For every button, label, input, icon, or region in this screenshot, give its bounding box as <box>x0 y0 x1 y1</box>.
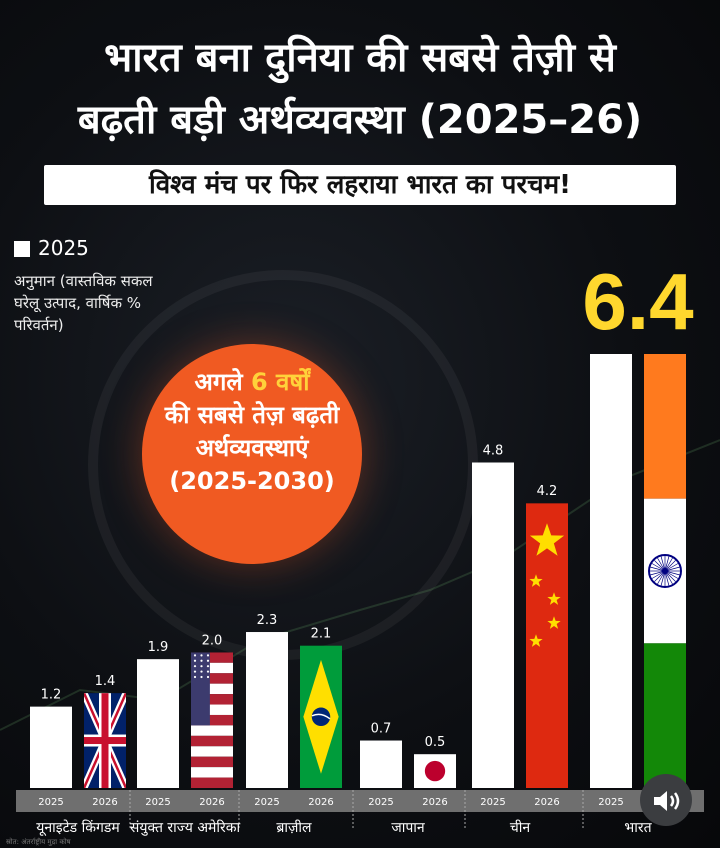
china-value-2025: 4.8 <box>483 444 504 459</box>
china-value-2026: 4.2 <box>537 484 558 499</box>
legend-swatch <box>14 241 30 257</box>
china-flag-icon <box>526 503 568 788</box>
uk-bar-2025 <box>30 706 72 788</box>
japan-flag-icon <box>414 754 456 788</box>
uk-year-label-2025: 2025 <box>38 797 63 808</box>
legend-description: अनुमान (वास्तविक सकल घरेलू उत्पाद, वार्ष… <box>14 272 153 334</box>
usa-year-label-2026: 2026 <box>199 797 224 808</box>
subtitle-banner: विश्व मंच पर फिर लहराया भारत का परचम! <box>44 165 676 205</box>
brazil-country-label: ब्राज़ील <box>276 820 312 836</box>
uk-flag-icon <box>84 693 126 788</box>
japan-country-label: जापान <box>391 820 425 836</box>
japan-value-2025: 0.7 <box>371 722 392 737</box>
usa-flag-icon <box>191 652 233 788</box>
usa-value-2025: 1.9 <box>148 640 169 655</box>
india-bar-2025 <box>590 354 632 788</box>
title-line-1: भारत बना दुनिया की सबसे तेज़ी से <box>104 35 616 81</box>
usa-country-label: संयुक्त राज्य अमेरिका <box>129 820 241 836</box>
highlight-line4: (2025-2030) <box>169 467 335 495</box>
india-flag-icon <box>644 354 686 788</box>
highlight-line1-pre: अगले <box>194 368 251 396</box>
legend-year: 2025 <box>38 236 89 260</box>
brazil-value-2026: 2.1 <box>311 627 332 642</box>
uk-year-label-2026: 2026 <box>92 797 117 808</box>
highlight-text: अगले 6 वर्षों की सबसे तेज़ बढ़ती अर्थव्य… <box>142 366 362 498</box>
uk-value-2025: 1.2 <box>41 688 62 703</box>
source-note: स्रोत: अंतर्राष्ट्रीय मुद्रा कोष <box>6 838 71 846</box>
usa-bar-2025 <box>137 659 179 788</box>
china-bar-2025 <box>472 462 514 788</box>
japan-value-2026: 0.5 <box>425 735 446 750</box>
india-country-label: भारत <box>624 820 652 836</box>
china-country-label: चीन <box>509 820 531 836</box>
china-year-label-2026: 2026 <box>534 797 559 808</box>
highlight-circle: अगले 6 वर्षों की सबसे तेज़ बढ़ती अर्थव्य… <box>142 344 362 564</box>
china-year-label-2025: 2025 <box>480 797 505 808</box>
brazil-value-2025: 2.3 <box>257 613 278 628</box>
uk-country-label: यूनाइटेड किंगडम <box>36 820 120 836</box>
title-line-2: बढ़ती बड़ी अर्थव्यवस्था (2025–26) <box>77 97 643 143</box>
japan-bar-2025 <box>360 740 402 788</box>
brazil-flag-icon <box>300 645 342 788</box>
usa-year-label-2025: 2025 <box>145 797 170 808</box>
year-axis-strip <box>16 790 704 812</box>
india-year-label-2025: 2025 <box>598 797 623 808</box>
brazil-year-label-2026: 2026 <box>308 797 333 808</box>
india-growth-value: 6.4 <box>582 257 694 346</box>
uk-value-2026: 1.4 <box>95 674 116 689</box>
japan-year-label-2026: 2026 <box>422 797 447 808</box>
japan-year-label-2025: 2025 <box>368 797 393 808</box>
brazil-year-label-2025: 2025 <box>254 797 279 808</box>
highlight-line1-accent: 6 वर्षों <box>250 368 310 396</box>
usa-value-2026: 2.0 <box>202 633 223 648</box>
highlight-line2: की सबसे तेज़ बढ़ती <box>164 401 340 429</box>
brazil-bar-2025 <box>246 632 288 788</box>
highlight-line3: अर्थव्यवस्थाएं <box>195 434 309 462</box>
speaker-icon <box>654 791 680 811</box>
